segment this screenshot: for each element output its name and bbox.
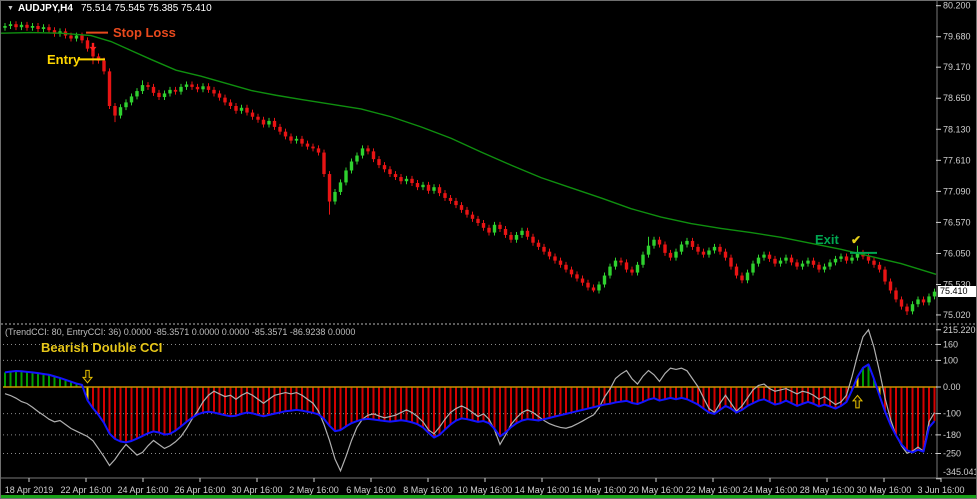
svg-text:20 May 16:00: 20 May 16:00	[629, 485, 684, 495]
svg-text:77.090: 77.090	[943, 186, 971, 196]
candles-layer	[3, 21, 937, 315]
down-triangle-icon: ▼	[7, 5, 14, 12]
ma-line	[1, 31, 937, 276]
indicator-level-lines	[3, 343, 937, 454]
ohlc-values: 75.514 75.545 75.385 75.410	[80, 3, 212, 14]
svg-text:76.570: 76.570	[943, 217, 971, 227]
svg-text:28 May 16:00: 28 May 16:00	[800, 485, 855, 495]
svg-text:-180: -180	[943, 430, 961, 440]
svg-text:-100: -100	[943, 409, 961, 419]
signal-up-arrow-icon	[851, 394, 864, 409]
svg-text:-345.0413: -345.0413	[943, 467, 977, 477]
indicator-axis: 215.2202 160 100 0.00 -100 -180 -250 -345.0413	[936, 325, 977, 480]
price-axis: 80.200 79.680 79.170 78.650 78.130 77.610 77.0…	[936, 1, 971, 320]
svg-text:77.610: 77.610	[943, 155, 971, 165]
signal-down-arrow-icon	[81, 369, 94, 384]
svg-text:75.020: 75.020	[943, 310, 971, 320]
stop-loss-label: Stop Loss	[113, 25, 176, 40]
svg-text:24 Apr 16:00: 24 Apr 16:00	[117, 485, 168, 495]
svg-text:2 May 16:00: 2 May 16:00	[289, 485, 339, 495]
svg-text:100: 100	[943, 355, 958, 365]
indicator-name: Bearish Double CCI	[41, 340, 163, 355]
svg-text:78.650: 78.650	[943, 93, 971, 103]
svg-text:30 May 16:00: 30 May 16:00	[857, 485, 912, 495]
svg-text:215.2202: 215.2202	[943, 325, 977, 335]
entry-arrow-icon	[89, 42, 97, 52]
bottom-strip	[1, 495, 976, 498]
cci-entry-line	[4, 328, 936, 473]
frame	[1, 1, 976, 479]
indicator-params: (TrendCCI: 80, EntryCCI: 36) 0.0000 -85.…	[5, 327, 356, 337]
svg-text:24 May 16:00: 24 May 16:00	[743, 485, 798, 495]
svg-text:-250: -250	[943, 449, 961, 459]
svg-text:16 May 16:00: 16 May 16:00	[572, 485, 627, 495]
time-axis: 18 Apr 2019 22 Apr 16:00 24 Apr 16:00 26 Ap…	[5, 478, 965, 495]
symbol-timeframe: AUDJPY,H4	[17, 3, 73, 14]
entry-label: Entry	[47, 52, 81, 67]
chart-title: ▼ AUDJPY,H4 75.514 75.545 75.385 75.410	[7, 3, 212, 14]
svg-text:75.530: 75.530	[943, 279, 971, 289]
exit-label: Exit	[815, 232, 839, 247]
svg-text:22 May 16:00: 22 May 16:00	[686, 485, 741, 495]
svg-text:79.170: 79.170	[943, 62, 971, 72]
svg-text:76.050: 76.050	[943, 248, 971, 258]
svg-text:79.680: 79.680	[943, 32, 971, 42]
svg-text:22 Apr 16:00: 22 Apr 16:00	[60, 485, 111, 495]
svg-text:10 May 16:00: 10 May 16:00	[458, 485, 513, 495]
exit-check-icon: ✔	[851, 233, 862, 247]
cci-trend-line	[4, 363, 936, 454]
svg-text:14 May 16:00: 14 May 16:00	[515, 485, 570, 495]
svg-text:26 Apr 16:00: 26 Apr 16:00	[174, 485, 225, 495]
annotations	[78, 31, 877, 409]
svg-text:80.200: 80.200	[943, 1, 971, 11]
svg-text:6 May 16:00: 6 May 16:00	[346, 485, 396, 495]
cci-histogram	[4, 364, 936, 453]
current-price-tag: 75.410	[938, 286, 976, 297]
svg-text:0.00: 0.00	[943, 382, 961, 392]
svg-text:3 Jun 16:00: 3 Jun 16:00	[917, 485, 964, 495]
svg-text:8 May 16:00: 8 May 16:00	[403, 485, 453, 495]
svg-text:160: 160	[943, 339, 958, 349]
svg-text:18 Apr 2019: 18 Apr 2019	[5, 485, 54, 495]
svg-text:78.130: 78.130	[943, 124, 971, 134]
svg-text:30 Apr 16:00: 30 Apr 16:00	[231, 485, 282, 495]
